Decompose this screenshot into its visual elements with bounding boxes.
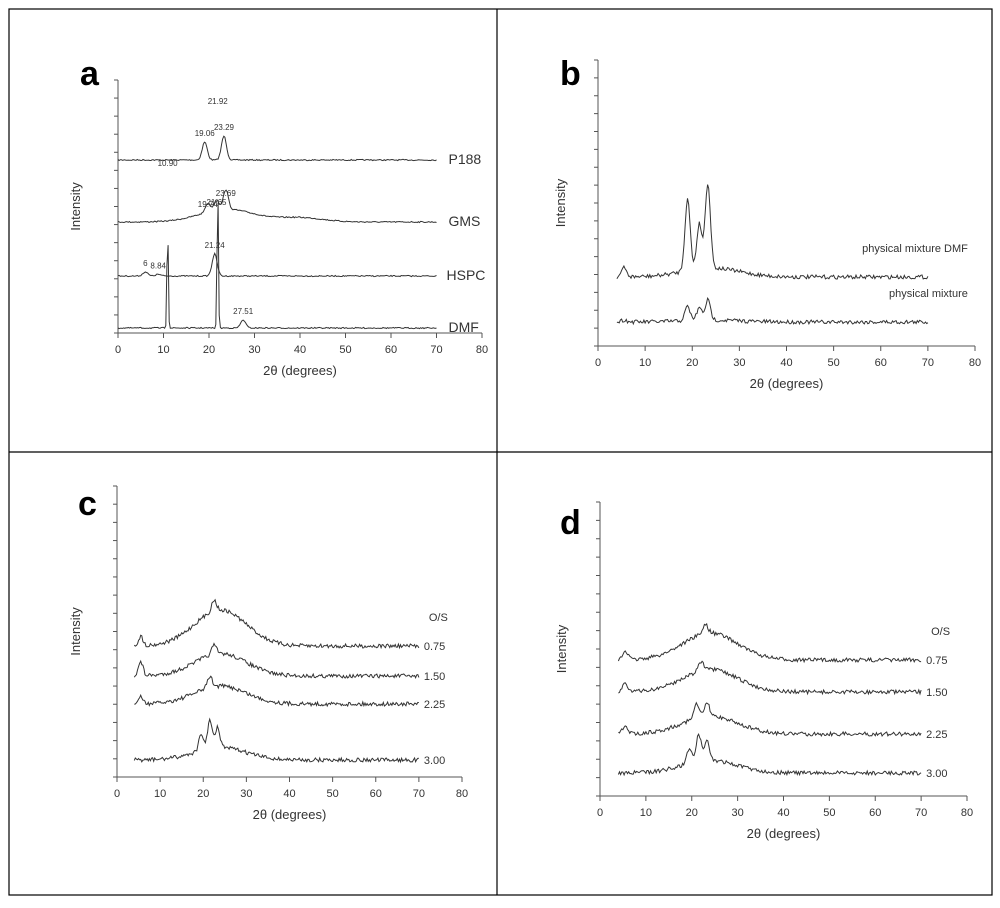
peak-label: 19.74	[198, 200, 219, 209]
x-tick-label: 70	[922, 357, 934, 369]
series-label: 3.00	[424, 755, 445, 767]
x-tick-label: 50	[828, 357, 840, 369]
x-tick-label: 20	[197, 788, 209, 800]
x-axis-label: 2θ (degrees)	[750, 376, 824, 391]
y-axis-label: Intensity	[554, 624, 569, 673]
x-tick-label: 50	[339, 344, 351, 356]
series-trace	[117, 189, 437, 224]
x-tick-label: 20	[686, 807, 698, 819]
peak-label: 10.90	[158, 159, 179, 168]
peak-label: 6	[143, 259, 148, 268]
panel-a: a 0 10 20 30 40 50 60 70 80 2θ (degrees) Intensity P…	[68, 55, 488, 378]
series-label: 2.25	[926, 729, 947, 741]
x-axis-label: 2θ (degrees)	[253, 807, 327, 822]
series-trace	[133, 717, 419, 764]
peak-label: 21.65	[206, 198, 227, 207]
y-axis-label: Intensity	[68, 182, 83, 231]
x-tick-label: 0	[114, 788, 120, 800]
series-label: HSPC	[447, 267, 486, 283]
x-tick-label: 70	[430, 344, 442, 356]
series-trace	[134, 675, 420, 708]
panel-letter: c	[78, 485, 97, 523]
x-tick-label: 80	[476, 344, 488, 356]
series-label: P188	[449, 151, 482, 167]
x-tick-label: 0	[597, 807, 603, 819]
legend-title: O/S	[429, 612, 448, 624]
x-tick-label: 10	[639, 357, 651, 369]
series-trace	[117, 251, 437, 278]
y-axis-label: Intensity	[68, 607, 83, 656]
x-tick-label: 40	[283, 788, 295, 800]
series-trace	[616, 297, 929, 326]
x-tick-label: 70	[413, 788, 425, 800]
series-label: 0.75	[926, 655, 947, 667]
panel-grid	[8, 8, 993, 896]
panel-c: c 0 10 20 30 40 50 60 70 80 2θ (degrees) Intensity O…	[68, 485, 468, 822]
series-label: DMF	[449, 319, 479, 335]
x-tick-label: 60	[370, 788, 382, 800]
peak-label: 21.92	[208, 97, 229, 106]
series-trace	[618, 660, 922, 696]
panel-b: b 0 10 20 30 40 50 60 70 80 2θ (degrees) Intensity p…	[553, 55, 981, 391]
panel-d: d 0 10 20 30 40 50 60 70 80 2θ (degrees) Intensity O…	[554, 501, 973, 841]
x-tick-label: 70	[915, 807, 927, 819]
series-trace	[617, 622, 922, 664]
x-tick-label: 30	[732, 807, 744, 819]
x-tick-label: 60	[875, 357, 887, 369]
series-trace	[616, 184, 929, 280]
series-trace	[133, 598, 420, 650]
x-tick-label: 20	[203, 344, 215, 356]
x-tick-label: 20	[686, 357, 698, 369]
x-axis-label: 2θ (degrees)	[747, 826, 821, 841]
x-tick-label: 0	[595, 357, 601, 369]
x-tick-label: 80	[969, 357, 981, 369]
series-trace	[617, 732, 922, 777]
series-trace	[117, 135, 437, 162]
series-label: 1.50	[926, 687, 947, 699]
peak-label: 23.29	[214, 123, 235, 132]
x-tick-label: 80	[961, 807, 973, 819]
x-tick-label: 50	[823, 807, 835, 819]
panel-letter: a	[80, 55, 100, 93]
x-tick-label: 50	[327, 788, 339, 800]
series-trace	[618, 701, 922, 738]
panel-letter: b	[560, 55, 581, 93]
x-tick-label: 30	[240, 788, 252, 800]
series-label: 3.00	[926, 768, 947, 780]
legend-title: O/S	[931, 626, 950, 638]
x-tick-label: 40	[780, 357, 792, 369]
series-label: physical mixture DMF	[862, 243, 968, 255]
series-label: physical mixture	[889, 288, 968, 300]
peak-label: 23.69	[216, 189, 237, 198]
peak-label: 8.84	[150, 261, 166, 270]
x-tick-label: 60	[385, 344, 397, 356]
x-tick-label: 10	[157, 344, 169, 356]
peak-label: 19.06	[195, 129, 216, 138]
series-label: 1.50	[424, 671, 445, 683]
series-label: 0.75	[424, 641, 445, 653]
series-label: 2.25	[424, 699, 445, 711]
x-tick-label: 30	[248, 344, 260, 356]
x-tick-label: 60	[869, 807, 881, 819]
series-trace	[117, 202, 437, 330]
x-tick-label: 30	[733, 357, 745, 369]
x-tick-label: 0	[115, 344, 121, 356]
x-tick-label: 80	[456, 788, 468, 800]
peak-label: 21.24	[205, 241, 226, 250]
peak-label: 27.51	[233, 307, 254, 316]
x-tick-label: 10	[640, 807, 652, 819]
x-tick-label: 40	[294, 344, 306, 356]
panel-letter: d	[560, 504, 581, 542]
x-axis-label: 2θ (degrees)	[263, 363, 337, 378]
series-label: GMS	[449, 213, 481, 229]
x-tick-label: 10	[154, 788, 166, 800]
y-axis-label: Intensity	[553, 178, 568, 227]
series-trace	[133, 642, 420, 679]
x-tick-label: 40	[777, 807, 789, 819]
